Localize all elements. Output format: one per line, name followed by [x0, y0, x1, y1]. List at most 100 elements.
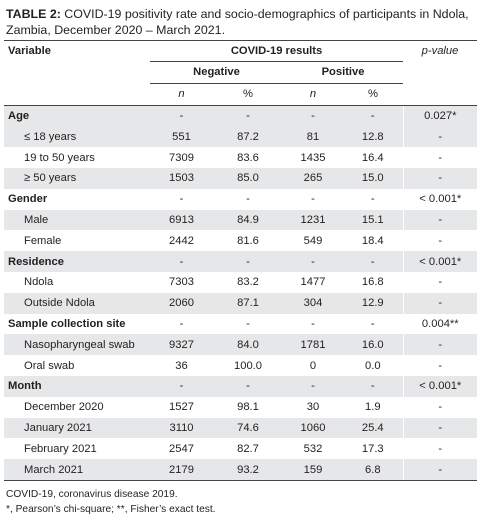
header-neg-n: n: [150, 83, 213, 106]
category-label: Month: [4, 375, 150, 397]
header-blank: [4, 61, 150, 84]
negative-pct: 84.9: [213, 209, 283, 231]
negative-n: 7303: [150, 271, 213, 293]
p-value: -: [402, 417, 478, 439]
p-value: -: [402, 147, 478, 168]
negative-pct: 81.6: [213, 230, 283, 252]
negative-pct: -: [213, 251, 283, 272]
header-negative: Negative: [150, 61, 283, 84]
negative-n: -: [150, 105, 213, 127]
positive-n: 0: [283, 355, 343, 376]
positive-pct: 25.4: [343, 417, 404, 439]
table-row-category: Month - - - - < 0.001*: [4, 375, 478, 397]
header-positive: Positive: [283, 61, 404, 84]
table-row: Oral swab 36 100.0 0 0.0-: [4, 355, 478, 376]
positive-n: 532: [283, 438, 343, 460]
row-label: Nasopharyngeal swab: [4, 334, 150, 356]
positive-n: 81: [283, 126, 343, 148]
positive-n: 30: [283, 396, 343, 418]
p-value: -: [402, 459, 478, 481]
row-label: Female: [4, 230, 150, 252]
header-blank-4: [403, 83, 478, 106]
p-value: -: [402, 209, 478, 231]
header-variable: Variable: [4, 40, 150, 62]
table-row-category: Gender - - - - < 0.001*: [4, 188, 478, 210]
p-value: -: [402, 292, 478, 314]
row-label: March 2021: [4, 459, 150, 481]
table-row: February 2021 2547 82.7 532 17.3-: [4, 438, 478, 460]
p-value: < 0.001*: [402, 251, 478, 272]
header-blank-2: [403, 61, 478, 84]
positive-pct: -: [343, 188, 404, 210]
row-label: Ndola: [4, 271, 150, 293]
p-value: -: [402, 126, 478, 148]
negative-pct: 84.0: [213, 334, 283, 356]
header-pos-n: n: [283, 83, 343, 106]
table-row: ≤ 18 years 551 87.2 81 12.8-: [4, 126, 478, 148]
table-row: Outside Ndola 2060 87.1 304 12.9-: [4, 292, 478, 314]
negative-n: -: [150, 313, 213, 335]
table-footnotes: COVID-19, coronavirus disease 2019. *, P…: [6, 487, 476, 517]
negative-pct: -: [213, 375, 283, 397]
negative-n: 7309: [150, 147, 213, 168]
header-neg-pct: %: [213, 83, 283, 106]
negative-n: 1503: [150, 167, 213, 189]
table-row: December 2020 1527 98.1 30 1.9-: [4, 396, 478, 418]
caption-label: TABLE 2:: [6, 7, 61, 21]
positive-n: 1231: [283, 209, 343, 231]
positive-pct: 0.0: [343, 355, 404, 376]
footnote-tests: *, Pearson’s chi-square; **, Fisher’s ex…: [6, 504, 216, 515]
negative-n: 2179: [150, 459, 213, 481]
positive-n: 1060: [283, 417, 343, 439]
header-pos-pct: %: [343, 83, 404, 106]
table-row: Female 2442 81.6 549 18.4-: [4, 230, 478, 252]
negative-n: 2547: [150, 438, 213, 460]
positive-pct: 15.0: [343, 167, 404, 189]
row-label: 19 to 50 years: [4, 147, 150, 168]
table-row-category: Sample collection site - - - -0.004**: [4, 313, 478, 335]
negative-n: -: [150, 188, 213, 210]
header-covid-results: COVID-19 results: [150, 40, 404, 62]
table-row: March 2021 2179 93.2 159 6.8-: [4, 459, 478, 481]
category-label: Residence: [4, 251, 150, 272]
data-table: Variable COVID-19 results p-value Negati…: [4, 40, 478, 481]
positive-n: -: [283, 375, 343, 397]
negative-pct: 87.1: [213, 292, 283, 314]
positive-pct: 16.4: [343, 147, 404, 168]
negative-n: 1527: [150, 396, 213, 418]
category-label: Gender: [4, 188, 150, 210]
p-value: -: [402, 230, 478, 252]
table-body: Age - - - -0.027* ≤ 18 years 551 87.2 81 12.8-19 …: [4, 105, 478, 481]
p-value: -: [402, 167, 478, 189]
negative-n: 6913: [150, 209, 213, 231]
positive-n: -: [283, 188, 343, 210]
positive-pct: -: [343, 251, 404, 272]
positive-pct: -: [343, 375, 404, 397]
table-row: Male 6913 84.9 1231 15.1-: [4, 209, 478, 231]
table-row-category: Age - - - -0.027*: [4, 105, 478, 127]
table-row-category: Residence - - - - < 0.001*: [4, 251, 478, 272]
header-pvalue-text: p-value: [421, 45, 459, 58]
row-label: Male: [4, 209, 150, 231]
p-value: -: [402, 334, 478, 356]
footnote-abbreviation: COVID-19, coronavirus disease 2019.: [6, 489, 178, 500]
positive-pct: -: [343, 313, 404, 335]
negative-n: 3110: [150, 417, 213, 439]
negative-pct: 74.6: [213, 417, 283, 439]
p-value: 0.027*: [402, 105, 478, 127]
negative-pct: -: [213, 105, 283, 127]
negative-pct: -: [213, 313, 283, 335]
negative-pct: -: [213, 188, 283, 210]
header-pvalue: p-value: [403, 40, 478, 62]
table-row: ≥ 50 years 1503 85.0 265 15.0-: [4, 167, 478, 189]
header-blank-3: [4, 83, 150, 106]
negative-pct: 83.6: [213, 147, 283, 168]
negative-n: 36: [150, 355, 213, 376]
p-value: -: [402, 438, 478, 460]
positive-n: -: [283, 313, 343, 335]
positive-n: 159: [283, 459, 343, 481]
row-label: Outside Ndola: [4, 292, 150, 314]
row-label: ≥ 50 years: [4, 167, 150, 189]
positive-pct: 18.4: [343, 230, 404, 252]
row-label: Oral swab: [4, 355, 150, 376]
